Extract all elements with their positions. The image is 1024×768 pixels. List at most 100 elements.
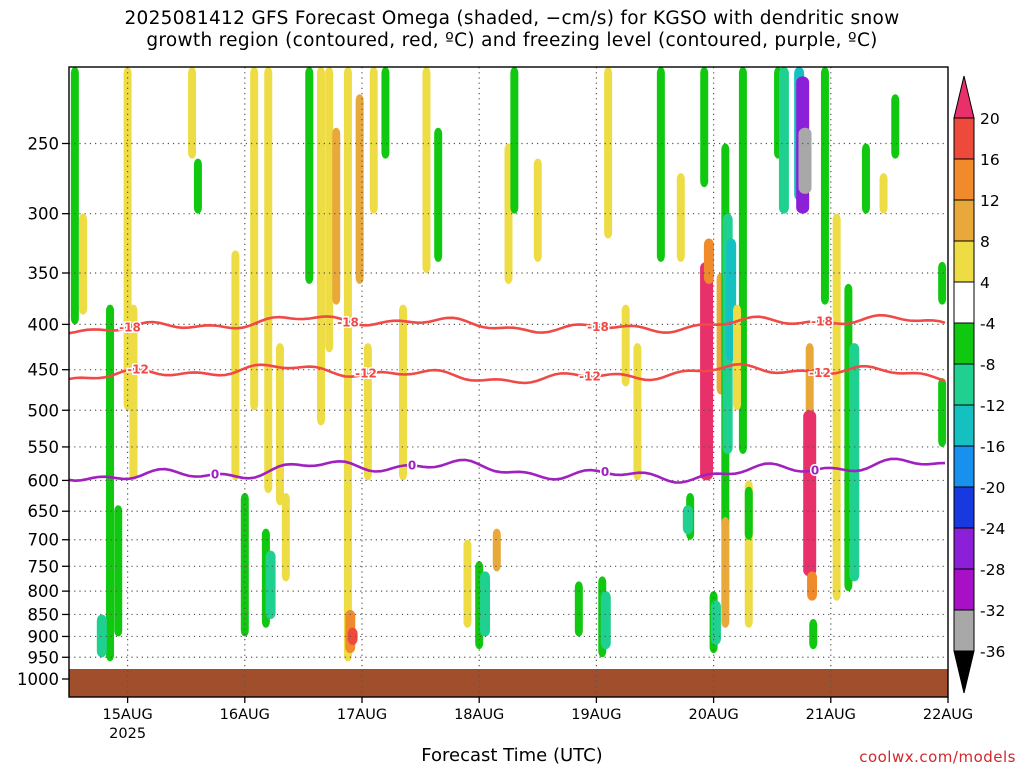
colorbar-label: -20 (980, 479, 1005, 497)
omega-cell (803, 410, 817, 577)
colorbar-top-arrow (953, 75, 975, 119)
omega-cell (193, 158, 202, 214)
omega-cell (369, 67, 378, 214)
colorbar-bottom-arrow (953, 650, 975, 694)
colorbar-swatch (953, 281, 975, 324)
omega-cell (79, 213, 88, 315)
omega-cell (480, 571, 491, 637)
chart-title-line-2: growth region (contoured, red, ºC) and f… (146, 30, 878, 51)
omega-cell (710, 600, 721, 645)
omega-cell (265, 550, 276, 619)
y-tick-label: 600 (28, 471, 60, 490)
colorbar-label: 12 (980, 192, 1000, 210)
contour-label: -18 (587, 320, 609, 334)
y-tick-label: 650 (28, 502, 60, 521)
omega-cell (938, 378, 947, 447)
contour-label: 0 (211, 467, 219, 481)
omega-cell (879, 173, 888, 214)
contour-label: -18 (337, 316, 359, 330)
omega-cell (332, 127, 341, 305)
omega-cell (700, 67, 709, 188)
omega-cell (381, 67, 390, 159)
omega-cell (820, 67, 829, 305)
omega-cell (114, 505, 123, 637)
chart-title: 2025081412 GFS Forecast Omega (shaded, −… (0, 8, 1024, 52)
omega-cell (70, 67, 79, 325)
omega-cell (343, 67, 352, 662)
omega-cell (316, 67, 325, 426)
contour-label: -12 (579, 370, 601, 384)
colorbar-swatch (953, 363, 975, 406)
y-tick-label: 900 (28, 627, 60, 646)
colorbar-label: 8 (980, 233, 990, 251)
y-tick-label: 450 (28, 361, 60, 380)
x-tick-label: 16AUG (220, 707, 270, 723)
omega-cell (492, 528, 501, 572)
omega-cell (938, 261, 947, 305)
x-axis-label: Forecast Time (UTC) (421, 745, 603, 766)
omega-cell (574, 581, 583, 637)
omega-cell (676, 173, 685, 262)
colorbar-label: -32 (980, 602, 1005, 620)
omega-cell (106, 304, 115, 662)
x-tick-label: 17AUG (337, 707, 387, 723)
omega-cell (96, 614, 107, 658)
omega-cell (778, 67, 789, 214)
colorbar-swatch (953, 609, 975, 652)
omega-cell (809, 618, 818, 650)
credit-link[interactable]: coolwx.com/models (859, 748, 1016, 766)
colorbar-label: 4 (980, 274, 990, 292)
x-tick-label: 18AUG (454, 707, 504, 723)
surface-fill (69, 669, 948, 697)
y-tick-label: 750 (28, 557, 60, 576)
omega-cell (510, 67, 519, 214)
x-tick-label: 21AUG (806, 707, 856, 723)
colorbar-swatch (953, 527, 975, 570)
y-tick-label: 500 (28, 401, 60, 420)
omega-shading (70, 67, 947, 662)
x-year-label: 2025 (109, 726, 146, 742)
omega-cell (325, 67, 334, 353)
colorbar-label: 16 (980, 151, 1000, 169)
x-tick-label: 19AUG (571, 707, 621, 723)
contour-label: 0 (601, 465, 609, 479)
temperature-contours: -18 -18 -18 -18 -12 -12 -12 -12 0 0 0 0 (68, 313, 946, 484)
omega-cell (355, 94, 364, 284)
colorbar-swatch (953, 445, 975, 488)
surface-ground (69, 669, 948, 697)
y-tick-label: 850 (28, 605, 60, 624)
omega-cell (347, 627, 358, 645)
contour-label: -12 (127, 362, 149, 376)
omega-cell (250, 67, 259, 411)
omega-cell (188, 67, 197, 159)
y-tick-label: 300 (28, 205, 60, 224)
omega-cell (463, 539, 472, 628)
colorbar-label: -4 (980, 315, 995, 333)
colorbar-swatch (953, 322, 975, 365)
y-tick-label: 400 (28, 315, 60, 334)
omega-cell (533, 158, 542, 262)
x-axis: 15AUG 16AUG 17AUG 18AUG 19AUG 20AUG 21AUG 22AUG… (102, 697, 973, 742)
colorbar-swatch (953, 568, 975, 611)
x-tick-label: 22AUG (923, 707, 973, 723)
contour-label: -18 (811, 315, 833, 329)
omega-cell (434, 127, 443, 262)
colorbar-label: -24 (980, 520, 1005, 538)
y-tick-label: 700 (28, 531, 60, 550)
omega-cell (744, 486, 753, 540)
y-tick-label: 950 (28, 648, 60, 667)
plot-frame (68, 66, 949, 698)
y-tick-label: 550 (28, 438, 60, 457)
omega-cell (891, 94, 900, 159)
colorbar-label: -8 (980, 356, 995, 374)
contour-label: -12 (355, 366, 377, 380)
colorbar-label: 20 (980, 110, 1000, 128)
omega-cell (656, 67, 665, 262)
y-tick-label: 1000 (17, 670, 59, 689)
omega-cell (264, 67, 273, 494)
omega-cell (305, 67, 314, 284)
omega-cell (849, 343, 860, 582)
omega-cell (633, 343, 642, 481)
omega-cell (703, 238, 714, 284)
